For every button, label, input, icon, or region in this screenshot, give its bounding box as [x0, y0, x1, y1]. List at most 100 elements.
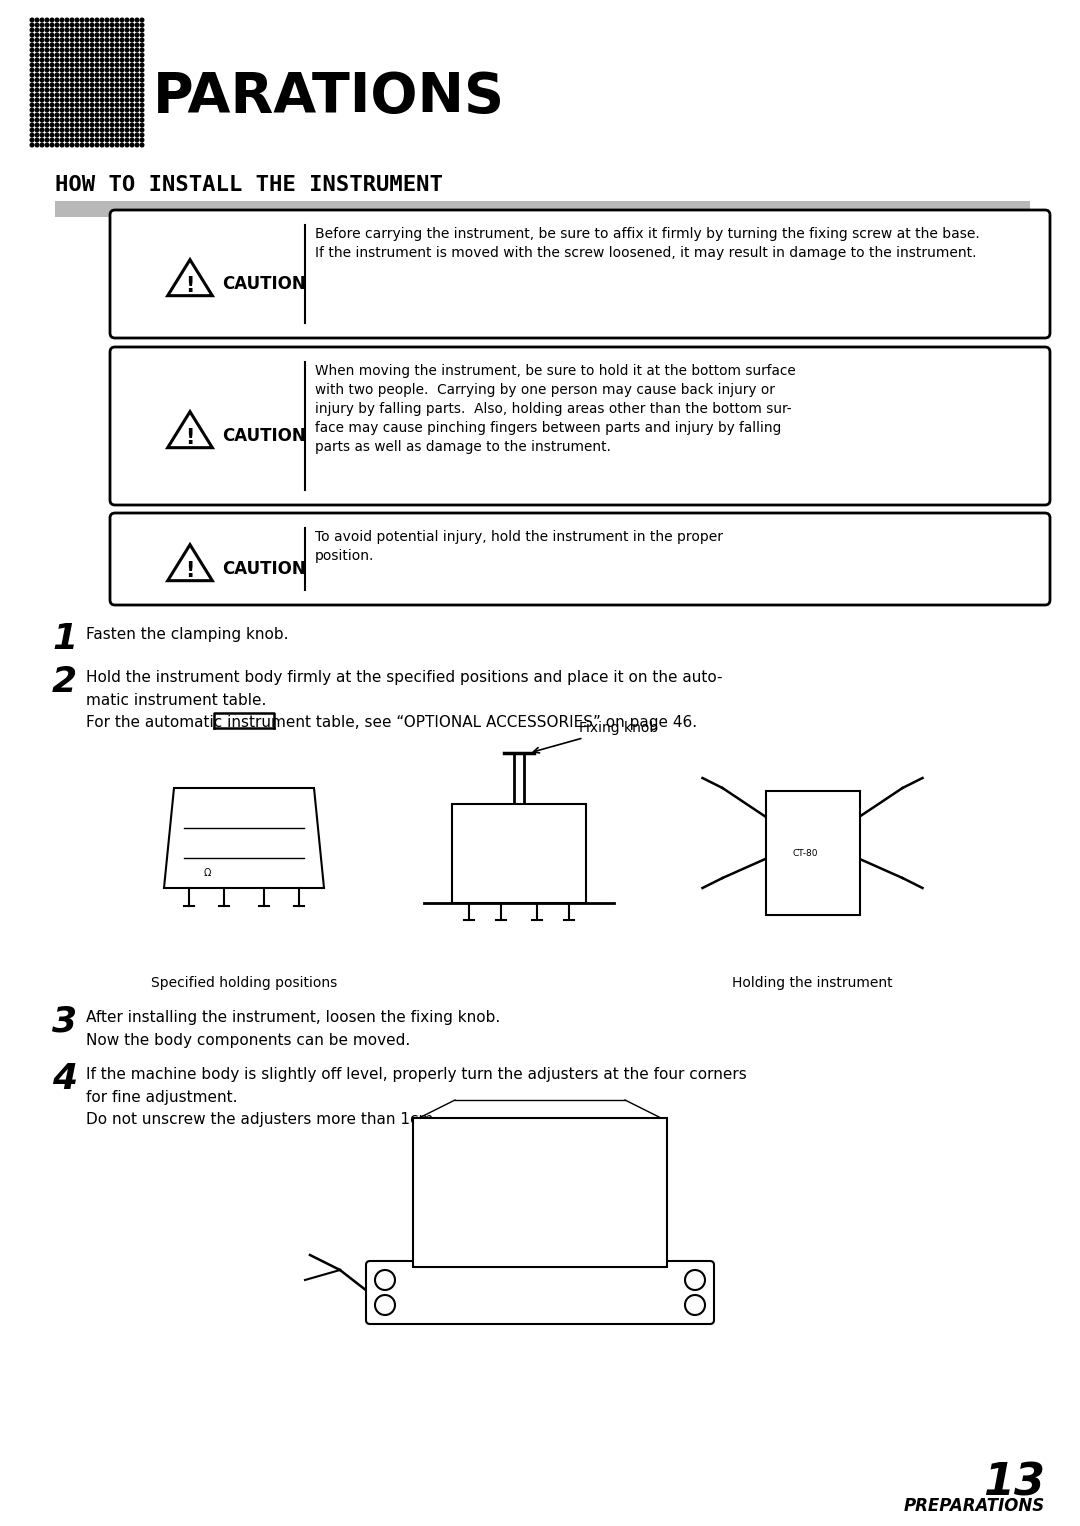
Circle shape — [30, 98, 33, 102]
Circle shape — [100, 89, 104, 92]
Circle shape — [40, 69, 44, 72]
Circle shape — [76, 113, 79, 118]
Circle shape — [105, 128, 109, 131]
Circle shape — [80, 27, 84, 32]
Circle shape — [60, 124, 64, 127]
Circle shape — [135, 124, 139, 127]
Circle shape — [100, 49, 104, 52]
Circle shape — [36, 124, 39, 127]
Circle shape — [76, 38, 79, 41]
Circle shape — [110, 69, 113, 72]
Circle shape — [50, 128, 54, 131]
Circle shape — [140, 53, 144, 56]
Circle shape — [60, 34, 64, 37]
Circle shape — [80, 89, 84, 92]
Circle shape — [95, 113, 98, 118]
Circle shape — [55, 133, 58, 137]
Circle shape — [116, 93, 119, 96]
Circle shape — [60, 104, 64, 107]
Circle shape — [135, 34, 139, 37]
Circle shape — [120, 104, 124, 107]
Circle shape — [120, 53, 124, 56]
Circle shape — [105, 73, 109, 76]
Circle shape — [125, 23, 129, 27]
Circle shape — [135, 38, 139, 41]
Circle shape — [76, 23, 79, 27]
Circle shape — [91, 93, 94, 96]
Circle shape — [85, 34, 89, 37]
Circle shape — [80, 58, 84, 61]
Circle shape — [95, 84, 98, 87]
Circle shape — [85, 58, 89, 61]
Circle shape — [105, 133, 109, 137]
Circle shape — [135, 23, 139, 27]
Circle shape — [60, 53, 64, 56]
Circle shape — [30, 139, 33, 142]
Circle shape — [120, 143, 124, 146]
Circle shape — [45, 38, 49, 41]
Circle shape — [50, 27, 54, 32]
Circle shape — [76, 84, 79, 87]
Circle shape — [95, 104, 98, 107]
Circle shape — [50, 108, 54, 111]
Circle shape — [110, 49, 113, 52]
Circle shape — [76, 128, 79, 131]
Circle shape — [45, 18, 49, 21]
Text: 3: 3 — [52, 1006, 77, 1039]
Circle shape — [105, 108, 109, 111]
Text: for fine adjustment.: for fine adjustment. — [86, 1090, 238, 1105]
Circle shape — [125, 38, 129, 41]
Circle shape — [30, 43, 33, 47]
Circle shape — [125, 118, 129, 122]
Circle shape — [125, 53, 129, 56]
Circle shape — [116, 18, 119, 21]
Circle shape — [60, 89, 64, 92]
FancyBboxPatch shape — [110, 513, 1050, 604]
Circle shape — [110, 78, 113, 82]
Circle shape — [80, 104, 84, 107]
Circle shape — [80, 108, 84, 111]
Circle shape — [80, 23, 84, 27]
Circle shape — [91, 53, 94, 56]
Circle shape — [95, 93, 98, 96]
Circle shape — [140, 58, 144, 61]
Circle shape — [70, 18, 73, 21]
Circle shape — [140, 118, 144, 122]
Circle shape — [85, 27, 89, 32]
Circle shape — [55, 34, 58, 37]
Circle shape — [100, 18, 104, 21]
Circle shape — [110, 89, 113, 92]
Circle shape — [95, 23, 98, 27]
Circle shape — [65, 108, 69, 111]
Circle shape — [70, 53, 73, 56]
Circle shape — [65, 133, 69, 137]
Circle shape — [30, 53, 33, 56]
Circle shape — [65, 104, 69, 107]
Circle shape — [65, 89, 69, 92]
Circle shape — [76, 118, 79, 122]
Circle shape — [116, 139, 119, 142]
Circle shape — [30, 84, 33, 87]
Circle shape — [105, 139, 109, 142]
Circle shape — [45, 128, 49, 131]
Circle shape — [30, 63, 33, 67]
Circle shape — [80, 49, 84, 52]
Circle shape — [50, 104, 54, 107]
Circle shape — [91, 128, 94, 131]
Circle shape — [100, 69, 104, 72]
Circle shape — [105, 27, 109, 32]
Circle shape — [116, 58, 119, 61]
Circle shape — [140, 23, 144, 27]
Circle shape — [140, 63, 144, 67]
Circle shape — [91, 133, 94, 137]
Circle shape — [45, 124, 49, 127]
Circle shape — [40, 18, 44, 21]
Circle shape — [116, 78, 119, 82]
Circle shape — [40, 84, 44, 87]
Circle shape — [91, 27, 94, 32]
Text: matic instrument table.: matic instrument table. — [86, 693, 267, 708]
Circle shape — [91, 89, 94, 92]
Circle shape — [60, 63, 64, 67]
Circle shape — [131, 34, 134, 37]
Text: Hold the instrument body firmly at the specified positions and place it on the a: Hold the instrument body firmly at the s… — [86, 670, 723, 685]
